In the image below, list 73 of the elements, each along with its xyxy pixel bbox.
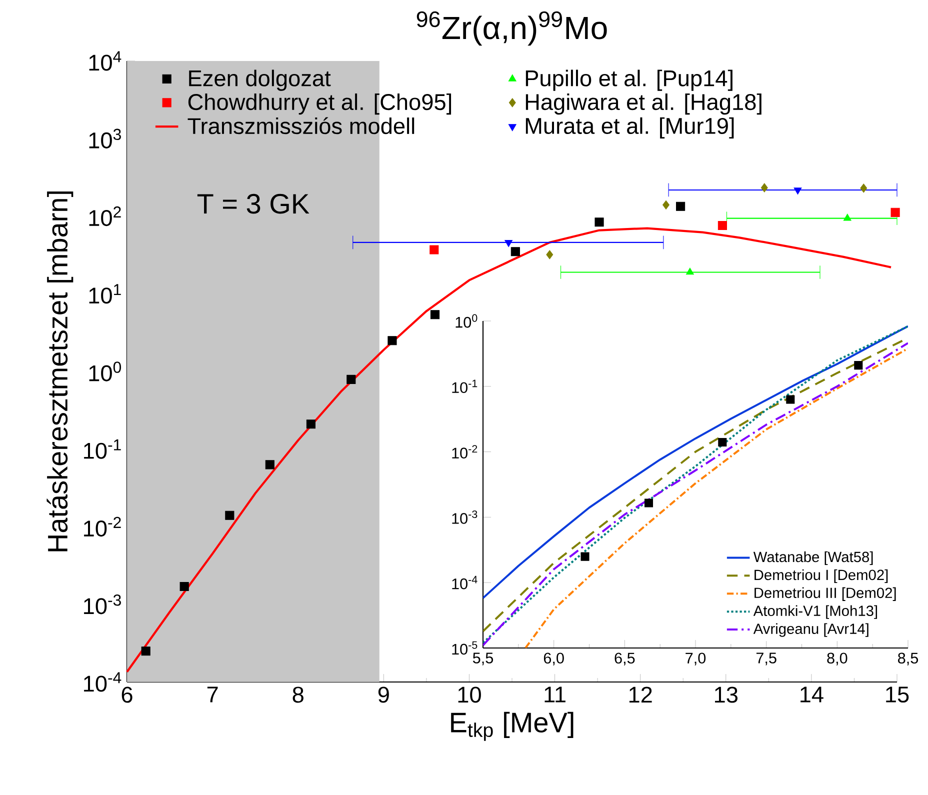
y-tick-label: 10$^{2}$	[89, 206, 121, 226]
y-tick-label: 10$^{4}$	[89, 51, 122, 71]
x-tick-label: 14	[800, 686, 824, 702]
legend-label: Transzmissziós modell	[188, 117, 414, 134]
legend-label: Watanabe [Wat58]	[753, 551, 873, 566]
chart-title: $^{96}$Zr(α,n)$^{99}$Mo	[416, 11, 607, 46]
x-tick-label: 7,0	[686, 652, 706, 666]
legend-label: Chowdhurry et al. [Cho95]	[188, 93, 452, 115]
x-tick-label: 11	[544, 686, 566, 702]
legend-label: Demetriou III [Dem02]	[754, 587, 896, 601]
x-tick-label: 10	[458, 686, 481, 703]
x-tick-label: 12	[629, 686, 652, 703]
y-tick-label: 10$^{-3}$	[84, 594, 121, 614]
point	[265, 460, 274, 470]
point	[718, 220, 727, 230]
point	[594, 218, 604, 227]
point	[388, 336, 397, 346]
point	[760, 183, 768, 192]
point	[225, 510, 234, 520]
x-tick-label: 15	[886, 686, 909, 703]
x-tick-label: 8	[292, 686, 304, 703]
x-tick-label: 5,5	[472, 652, 494, 666]
x-tick-label: 7,5	[756, 652, 776, 666]
point	[430, 310, 440, 320]
legend-label: Demetriou I [Dem02]	[754, 569, 888, 583]
point	[662, 200, 670, 210]
y-tick-label: 10$^{-4}$	[84, 672, 122, 692]
y-tick-label: 10$^{-2}$	[452, 445, 478, 459]
x-tick-label: 9	[378, 686, 389, 703]
point	[504, 240, 513, 247]
point	[644, 498, 654, 508]
y-tick-label: 10$^{-4}$	[452, 576, 478, 590]
y-tick-label: 10$^{0}$	[456, 314, 478, 328]
legend-label: Ezen dolgozat	[189, 70, 331, 91]
y-tick-label: 10$^{-2}$	[84, 516, 121, 537]
legend-label: Atomki-V1 [Moh13]	[753, 605, 878, 619]
point	[180, 582, 189, 592]
point	[854, 361, 863, 370]
point	[510, 247, 520, 256]
x-tick-label: 13	[715, 686, 738, 703]
x-tick-label: 8,0	[827, 652, 848, 666]
point	[580, 552, 590, 561]
y-tick-label: 10$^{1}$	[89, 284, 121, 304]
x-tick-label: 6,0	[544, 652, 564, 666]
y-tick-label: 10$^{-1}$	[84, 439, 121, 459]
point	[141, 646, 150, 656]
band-label: T = 3 GK	[197, 194, 310, 214]
point	[843, 214, 852, 221]
y-tick-label: 10$^{-1}$	[452, 380, 478, 394]
point	[346, 374, 356, 384]
y-axis-title: Hatáskeresztmetszet [mbarn]	[46, 191, 74, 552]
x-axis-title: E$_{tkp}$ [MeV]	[451, 712, 574, 741]
y-tick-label: 10$^{0}$	[89, 362, 121, 382]
point	[676, 202, 686, 211]
y-tick-label: 10$^{-3}$	[452, 510, 478, 524]
point	[306, 420, 316, 429]
legend-label: Hagiwara et al. [Hag18]	[526, 93, 762, 115]
point	[686, 268, 694, 275]
x-tick-label: 6,5	[614, 652, 635, 666]
point	[860, 184, 868, 193]
x-tick-label: 7	[207, 686, 218, 702]
x-tick-label: 8,5	[898, 652, 918, 666]
legend-label: Murata et al. [Mur19]	[526, 117, 734, 138]
point	[546, 250, 554, 260]
legend-label: Pupillo et al. [Pup14]	[526, 70, 732, 91]
x-tick-label: 6	[122, 686, 132, 703]
point	[786, 395, 795, 404]
legend-label: Avrigeanu [Avr14]	[753, 623, 868, 637]
y-tick-label: 10$^{3}$	[89, 128, 121, 148]
point	[718, 438, 727, 447]
point	[794, 188, 802, 195]
point	[430, 245, 439, 254]
point	[890, 208, 900, 217]
